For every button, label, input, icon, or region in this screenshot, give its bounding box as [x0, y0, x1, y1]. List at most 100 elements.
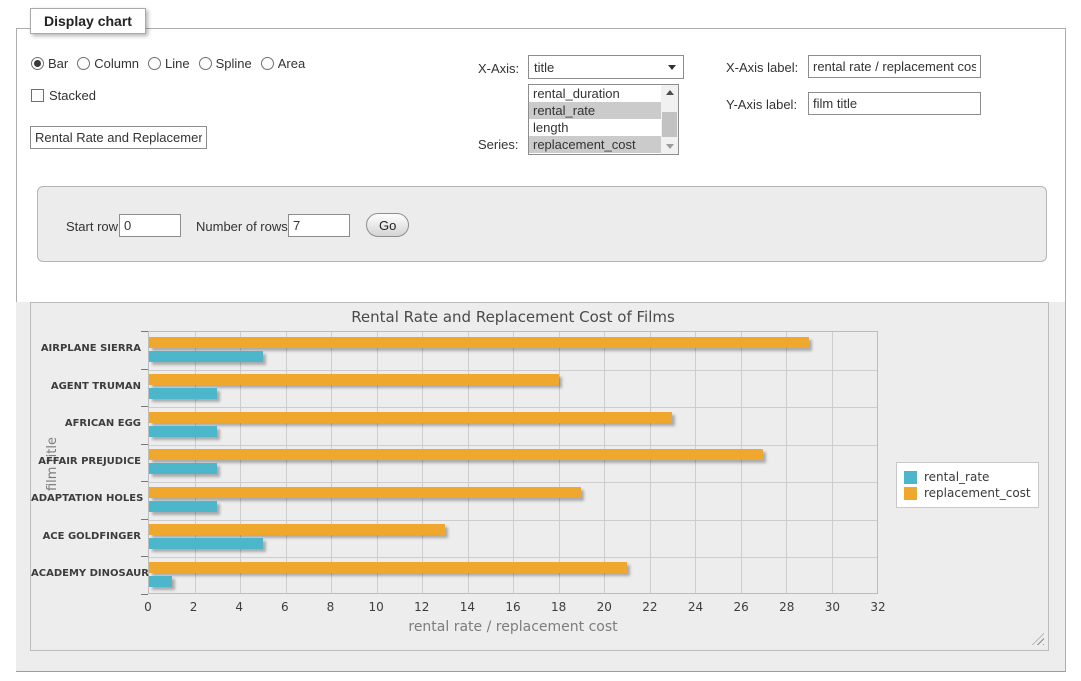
- series-options: rental_durationrental_ratelengthreplacem…: [529, 85, 661, 154]
- x-tick-label: 18: [539, 600, 579, 614]
- stacked-checkbox[interactable]: [31, 89, 44, 102]
- gridline: [149, 520, 877, 521]
- radio-label: Area: [278, 56, 305, 71]
- resize-handle-icon[interactable]: [1032, 633, 1044, 645]
- gridline: [149, 445, 877, 446]
- y-tick-mark: [141, 519, 148, 520]
- scroll-up-icon[interactable]: [661, 85, 678, 100]
- legend-label: rental_rate: [924, 470, 989, 484]
- x-axis-label-label: X-Axis label:: [726, 60, 798, 75]
- bar-replacement_cost: [149, 337, 809, 348]
- category-label: AIRPLANE SIERRA: [31, 343, 141, 354]
- gridline: [468, 332, 469, 593]
- radio-label: Spline: [216, 56, 252, 71]
- chevron-down-icon: [668, 65, 676, 70]
- gridline: [422, 332, 423, 593]
- radio-label: Column: [94, 56, 139, 71]
- chart-type-option-bar[interactable]: Bar: [31, 56, 68, 71]
- chart-type-option-column[interactable]: Column: [77, 56, 139, 71]
- chart-title-input[interactable]: [30, 126, 207, 149]
- gridline: [559, 332, 560, 593]
- series-option-rental_duration[interactable]: rental_duration: [529, 85, 661, 102]
- x-tick-label: 26: [721, 600, 761, 614]
- radio-icon[interactable]: [261, 57, 274, 70]
- chart-type-radio-group: Bar Column Line Spline Area: [31, 56, 314, 71]
- bar-replacement_cost: [149, 412, 672, 423]
- chart-legend: rental_rate replacement_cost: [896, 462, 1039, 508]
- x-tick-label: 16: [493, 600, 533, 614]
- scroll-down-icon[interactable]: [661, 139, 678, 154]
- y-tick-mark: [141, 406, 148, 407]
- bar-rental_rate: [149, 351, 263, 362]
- gridline: [786, 332, 787, 593]
- radio-icon[interactable]: [31, 57, 44, 70]
- series-option-replacement_cost[interactable]: replacement_cost: [529, 136, 661, 153]
- x-axis-select[interactable]: title: [528, 55, 684, 79]
- gridline: [832, 332, 833, 593]
- legend-label: replacement_cost: [924, 486, 1031, 500]
- x-tick-label: 20: [584, 600, 624, 614]
- chart-type-option-spline[interactable]: Spline: [199, 56, 252, 71]
- panel-title: Display chart: [30, 8, 146, 34]
- y-axis-label-input[interactable]: [808, 92, 981, 115]
- bar-replacement_cost: [149, 449, 763, 460]
- radio-icon[interactable]: [77, 57, 90, 70]
- category-label: ACADEMY DINOSAUR: [31, 568, 141, 579]
- bar-replacement_cost: [149, 562, 627, 573]
- bar-rental_rate: [149, 538, 263, 549]
- gridline: [695, 332, 696, 593]
- category-label: ADAPTATION HOLES: [31, 493, 141, 504]
- series-listbox[interactable]: rental_durationrental_ratelengthreplacem…: [528, 84, 679, 155]
- radio-label: Bar: [48, 56, 68, 71]
- radio-icon[interactable]: [148, 57, 161, 70]
- x-tick-label: 0: [128, 600, 168, 614]
- category-label: AFRICAN EGG: [31, 418, 141, 429]
- gridline: [650, 332, 651, 593]
- x-axis-label-input[interactable]: [808, 55, 981, 78]
- gridline: [149, 482, 877, 483]
- go-button[interactable]: Go: [366, 213, 409, 237]
- chart-type-option-area[interactable]: Area: [261, 56, 305, 71]
- start-row-label: Start row:: [66, 219, 122, 234]
- x-tick-label: 32: [858, 600, 898, 614]
- legend-entry-rental_rate: rental_rate: [904, 470, 1031, 484]
- chart-plot: [148, 331, 878, 594]
- scrollbar-thumb[interactable]: [662, 112, 677, 137]
- x-tick-label: 14: [447, 600, 487, 614]
- series-scrollbar[interactable]: [661, 85, 678, 154]
- bar-replacement_cost: [149, 487, 581, 498]
- x-tick-label: 2: [174, 600, 214, 614]
- chart-type-option-line[interactable]: Line: [148, 56, 190, 71]
- stacked-checkbox-row[interactable]: Stacked: [31, 88, 96, 103]
- bar-rental_rate: [149, 576, 172, 587]
- y-tick-mark: [141, 444, 148, 445]
- x-axis-select-label: X-Axis:: [478, 61, 519, 76]
- legend-swatch-icon: [904, 487, 917, 500]
- bar-rental_rate: [149, 463, 217, 474]
- number-of-rows-input[interactable]: [288, 214, 350, 237]
- series-option-rental_rate[interactable]: rental_rate: [529, 102, 661, 119]
- y-tick-mark: [141, 331, 148, 332]
- series-listbox-label: Series:: [478, 137, 518, 152]
- stacked-checkbox-label: Stacked: [49, 88, 96, 103]
- start-row-input[interactable]: [119, 214, 181, 237]
- bar-rental_rate: [149, 426, 217, 437]
- x-axis-select-value: title: [529, 60, 668, 75]
- x-tick-label: 6: [265, 600, 305, 614]
- bar-rental_rate: [149, 501, 217, 512]
- y-axis-label-label: Y-Axis label:: [726, 97, 797, 112]
- number-of-rows-label: Number of rows:: [196, 219, 291, 234]
- radio-icon[interactable]: [199, 57, 212, 70]
- x-tick-label: 30: [812, 600, 852, 614]
- gridline: [149, 370, 877, 371]
- gridline: [513, 332, 514, 593]
- series-option-length[interactable]: length: [529, 119, 661, 136]
- gridline: [604, 332, 605, 593]
- bar-replacement_cost: [149, 374, 559, 385]
- gridline: [741, 332, 742, 593]
- bar-replacement_cost: [149, 524, 445, 535]
- chart-area: Rental Rate and Replacement Cost of Film…: [30, 302, 1049, 651]
- gridline: [240, 332, 241, 593]
- x-tick-label: 28: [767, 600, 807, 614]
- bar-rental_rate: [149, 388, 217, 399]
